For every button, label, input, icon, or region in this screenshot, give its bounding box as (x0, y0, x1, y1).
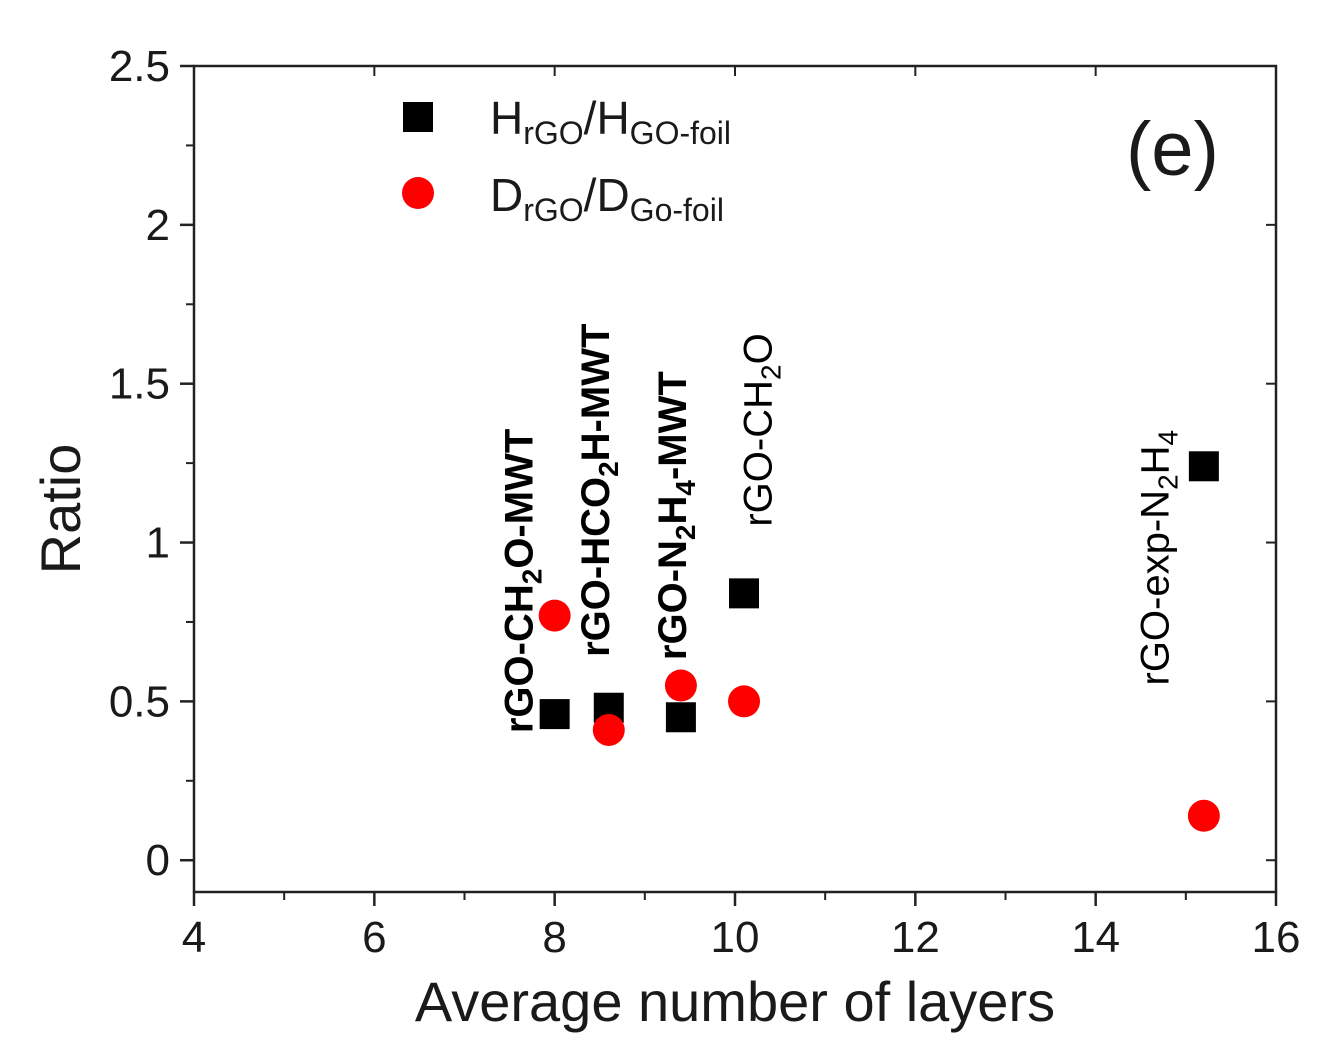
y-axis: 0 0.5 1 1.5 2 2.5 (109, 42, 1276, 885)
y-axis-title: Ratio (29, 444, 92, 575)
x-tick-label: 8 (542, 913, 566, 962)
y-tick-label: 1.5 (109, 360, 170, 409)
x-tick-label: 16 (1252, 913, 1301, 962)
y-tick-label: 0.5 (109, 677, 170, 726)
plot-frame (192, 64, 1278, 894)
x-tick-label: 6 (362, 913, 386, 962)
marker-square-0 (729, 578, 760, 609)
panel-label: (e) (1126, 107, 1219, 192)
point-annotations: rGO-CH2O-MWT rGO-HCO2H-MWT rGO-N2H4-MWT rGO… (498, 324, 1184, 734)
legend-marker-circle (402, 177, 434, 209)
marker-circle-1 (664, 669, 697, 702)
x-tick-label: 10 (711, 913, 760, 962)
legend: HrGO/HGO-foil DrGO/DGo-foil (402, 92, 731, 228)
legend-label-d: DrGO/DGo-foil (490, 169, 724, 228)
marker-circle-1 (538, 599, 571, 632)
annotation-rgo-exp-n2h4: rGO-exp-N2H4 (1133, 430, 1183, 686)
marker-circle-1 (1187, 799, 1220, 832)
y-tick-label: 2 (146, 201, 170, 250)
marker-square-0 (665, 702, 696, 733)
y-tick-label: 1 (146, 519, 170, 568)
annotation-rgo-ch2o: rGO-CH2O (737, 333, 787, 526)
marker-square-0 (1188, 451, 1219, 482)
annotation-rgo-ch2o-mwt: rGO-CH2O-MWT (498, 429, 548, 733)
legend-marker-square (403, 102, 433, 132)
marker-square-0 (539, 699, 570, 730)
x-tick-label: 14 (1071, 913, 1120, 962)
marker-circle-1 (728, 685, 761, 718)
marker-circle-1 (592, 713, 625, 746)
annotation-rgo-hco2h-mwt: rGO-HCO2H-MWT (574, 324, 624, 657)
x-tick-label: 4 (182, 913, 206, 962)
legend-label-h: HrGO/HGO-foil (490, 92, 731, 151)
x-axis: 4 6 8 10 12 14 16 (182, 66, 1301, 962)
annotation-rgo-n2h4-mwt: rGO-N2H4-MWT (651, 371, 701, 660)
y-tick-label: 0 (146, 836, 170, 885)
y-tick-label: 2.5 (109, 42, 170, 91)
x-tick-label: 12 (891, 913, 940, 962)
data-points (538, 451, 1220, 832)
x-axis-title: Average number of layers (415, 970, 1055, 1033)
